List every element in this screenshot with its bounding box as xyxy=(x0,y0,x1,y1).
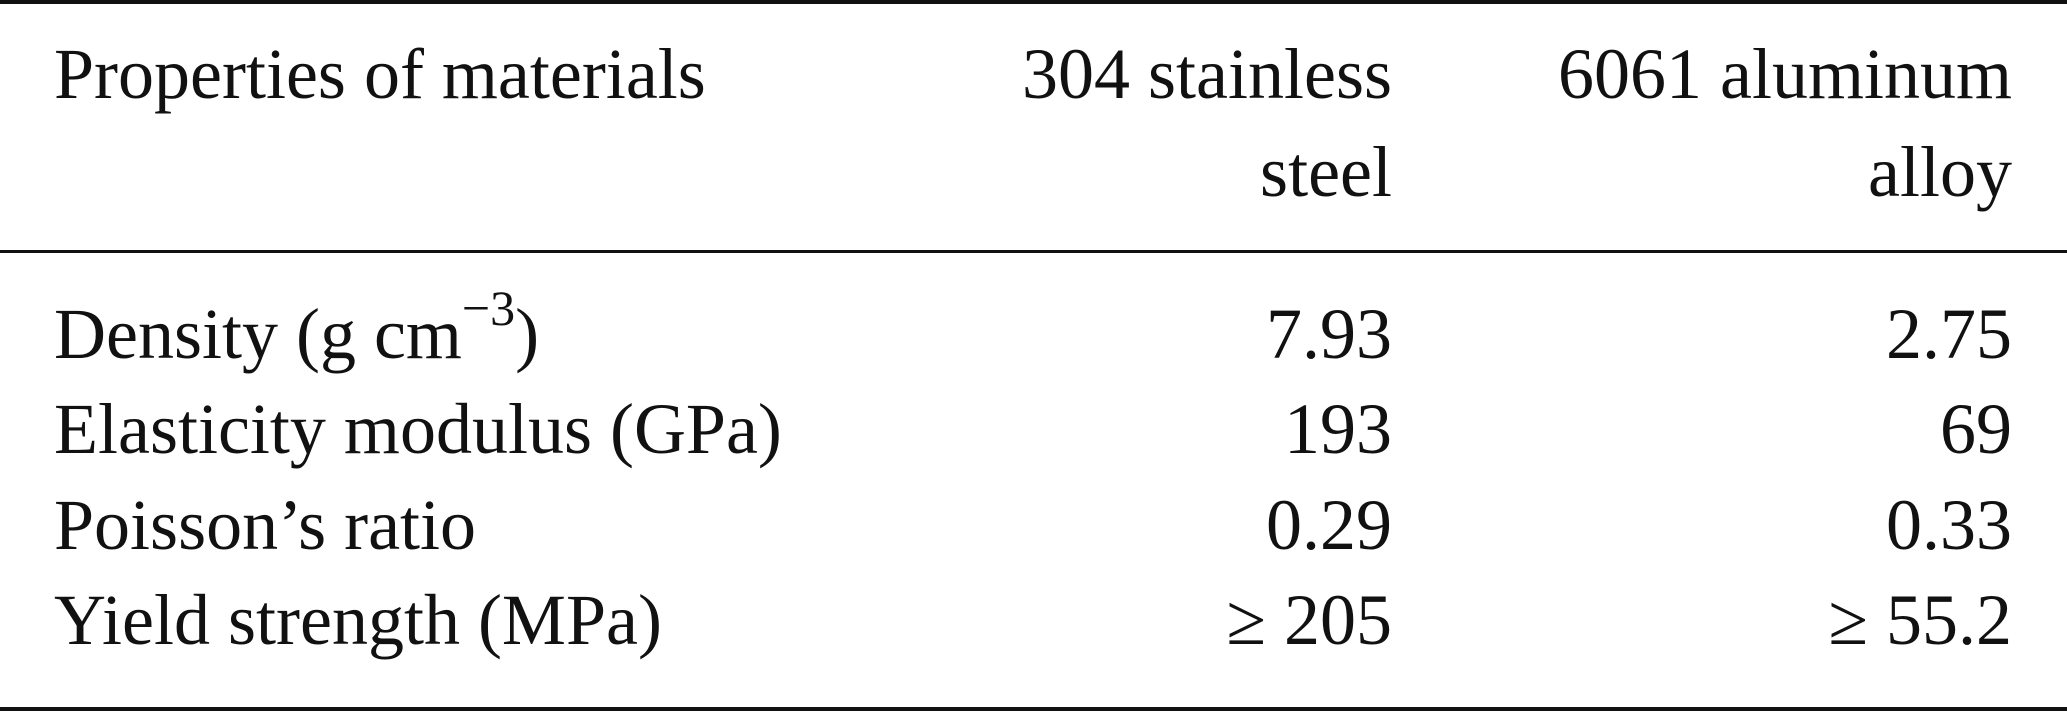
density-unit-exponent: −3 xyxy=(461,280,516,336)
density-label-suffix: ) xyxy=(515,294,540,374)
row-density-steel-value: 7.93 xyxy=(1266,294,1392,374)
row-poisson-label: Poisson’s ratio xyxy=(54,485,477,565)
table-top-rule xyxy=(0,0,2067,4)
row-poisson-steel-value: 0.29 xyxy=(1266,485,1392,565)
header-aluminum-line1: 6061 aluminum xyxy=(1558,34,2012,114)
row-elasticity-label: Elasticity modulus (GPa) xyxy=(54,389,782,469)
row-density-aluminum-value: 2.75 xyxy=(1886,294,2012,374)
table-bottom-rule xyxy=(0,707,2067,711)
header-properties-label: Properties of materials xyxy=(54,34,706,114)
header-aluminum-line2: alloy xyxy=(1868,132,2012,212)
row-yield-label: Yield strength (MPa) xyxy=(54,580,662,660)
row-yield-steel-value: ≥ 205 xyxy=(1226,580,1392,660)
row-poisson-aluminum-value: 0.33 xyxy=(1886,485,2012,565)
header-steel-line2: steel xyxy=(1260,132,1392,212)
header-steel-line1: 304 stainless xyxy=(1022,34,1392,114)
row-elasticity-aluminum-value: 69 xyxy=(1940,389,2012,469)
density-label-prefix: Density (g cm xyxy=(54,294,462,374)
row-elasticity-steel-value: 193 xyxy=(1284,389,1392,469)
row-yield-aluminum-value: ≥ 55.2 xyxy=(1828,580,2012,660)
header-separator-rule xyxy=(0,250,2067,253)
row-density-label: Density (g cm−3) xyxy=(54,283,540,382)
